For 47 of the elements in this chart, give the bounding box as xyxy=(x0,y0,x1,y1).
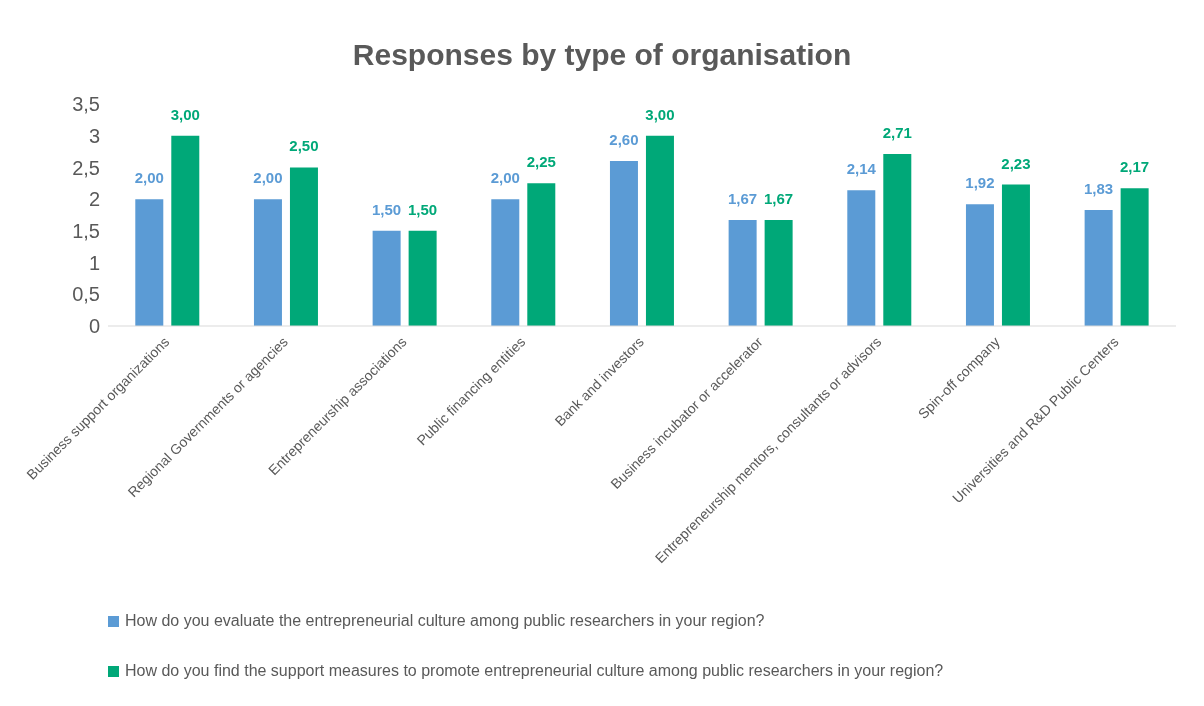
bar xyxy=(728,220,757,326)
data-label: 2,60 xyxy=(609,131,639,149)
bar xyxy=(883,154,912,326)
bar xyxy=(527,183,556,326)
legend-label: How do you evaluate the entrepreneurial culture among public researchers in your region? xyxy=(125,612,765,630)
data-label: 1,83 xyxy=(1084,179,1114,197)
bar xyxy=(1120,188,1149,326)
data-label: 2,00 xyxy=(253,169,283,187)
bar xyxy=(408,230,437,326)
data-label: 2,00 xyxy=(490,169,520,187)
data-label: 2,00 xyxy=(134,169,164,187)
bar xyxy=(1084,209,1113,326)
bar xyxy=(171,135,200,326)
data-label: 3,00 xyxy=(170,105,200,123)
bar xyxy=(1001,184,1030,326)
data-label: 3,00 xyxy=(645,105,675,123)
y-tick-label: 3 xyxy=(88,124,100,147)
y-tick-label: 0,5 xyxy=(72,283,100,306)
bar xyxy=(965,204,994,326)
chart-title: Responses by type of organisation xyxy=(351,37,853,73)
bar xyxy=(847,190,876,326)
data-label: 1,67 xyxy=(764,190,794,208)
data-label: 1,50 xyxy=(408,200,438,218)
y-tick-label: 1,5 xyxy=(72,219,100,242)
bar xyxy=(289,167,318,326)
bar xyxy=(491,199,520,326)
data-label: 1,50 xyxy=(372,200,402,218)
bar xyxy=(135,199,164,326)
bar xyxy=(764,220,793,326)
legend-label: How do you find the support measures to promote entrepreneurial culture among public researchers in your region? xyxy=(125,662,944,680)
y-tick-label: 2 xyxy=(88,188,100,211)
data-label: 2,23 xyxy=(1001,154,1031,172)
y-tick-label: 2,5 xyxy=(72,156,100,179)
data-label: 2,50 xyxy=(289,137,319,155)
y-tick-label: 1 xyxy=(88,251,100,274)
data-label: 1,67 xyxy=(728,190,758,208)
data-label: 2,25 xyxy=(526,153,556,171)
data-label: 1,92 xyxy=(965,174,995,192)
bar xyxy=(372,230,401,326)
y-tick-label: 3,5 xyxy=(72,93,100,116)
y-tick-label: 0 xyxy=(88,315,100,338)
bar xyxy=(609,161,638,326)
bar xyxy=(645,135,674,326)
bar xyxy=(253,199,282,326)
data-label: 2,14 xyxy=(846,160,877,178)
data-label: 2,17 xyxy=(1120,158,1150,176)
data-label: 2,71 xyxy=(882,124,912,142)
